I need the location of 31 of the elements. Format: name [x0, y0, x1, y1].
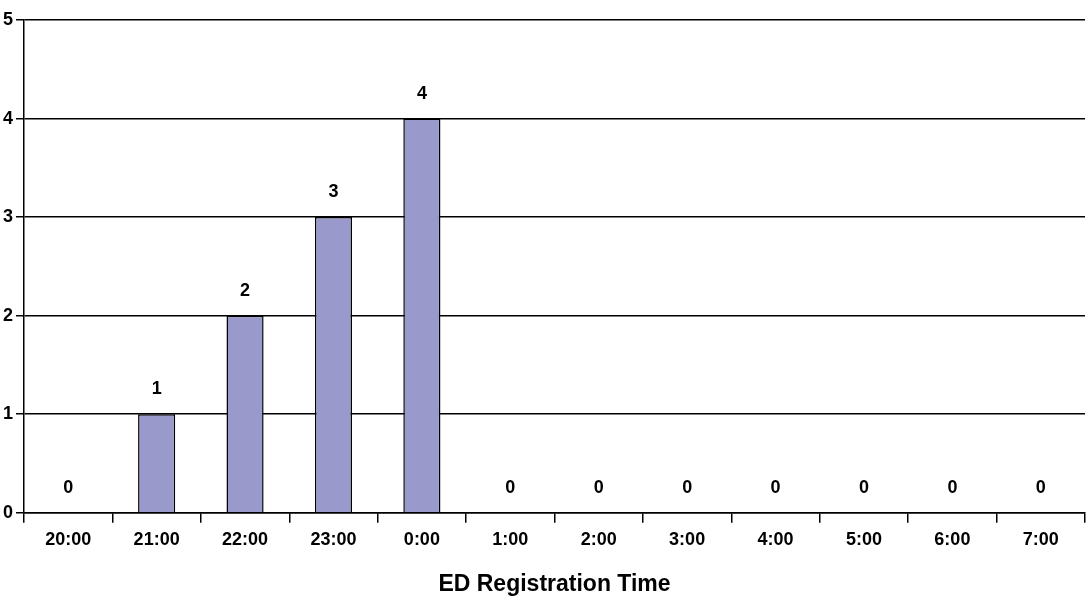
x-tick-label: 20:00: [45, 528, 92, 549]
x-tick-label: 0:00: [403, 528, 440, 549]
data-label: 0: [682, 476, 693, 497]
y-tick-label: 5: [3, 8, 14, 29]
y-tick-label: 2: [3, 304, 14, 325]
x-tick-label: 21:00: [133, 528, 180, 549]
x-tick-label: 22:00: [222, 528, 269, 549]
data-label: 0: [505, 476, 516, 497]
y-tick-label: 3: [3, 206, 14, 227]
x-tick-label: 5:00: [845, 528, 882, 549]
data-label: 2: [240, 279, 251, 300]
x-tick-label: 6:00: [934, 528, 971, 549]
x-tick-label: 7:00: [1022, 528, 1059, 549]
x-tick-label: 4:00: [757, 528, 794, 549]
data-label: 0: [593, 476, 604, 497]
data-label: 0: [947, 476, 958, 497]
x-tick-label: 2:00: [580, 528, 617, 549]
x-tick-label: 1:00: [492, 528, 529, 549]
x-tick-label: 23:00: [310, 528, 357, 549]
data-label: 0: [770, 476, 781, 497]
x-tick-label: 3:00: [669, 528, 706, 549]
y-tick-label: 4: [3, 107, 14, 128]
y-tick-label: 1: [3, 403, 14, 424]
data-label: 0: [1035, 476, 1046, 497]
data-label: 3: [328, 181, 339, 202]
data-label: 4: [416, 82, 427, 103]
data-label: 1: [151, 378, 162, 399]
y-tick-label: 0: [3, 501, 14, 522]
x-axis-title: ED Registration Time: [438, 569, 671, 596]
data-label: 0: [858, 476, 869, 497]
data-label: 0: [63, 476, 74, 497]
